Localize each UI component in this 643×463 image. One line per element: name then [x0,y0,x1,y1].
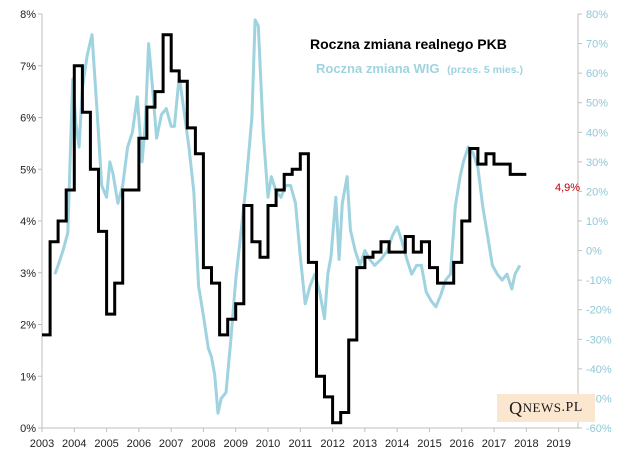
right-tick-label: -60% [586,423,612,435]
chart-subtitle: Roczna zmiana WIG (przes. 5 mies.) [316,61,523,76]
right-tick-label: -10% [586,275,612,287]
right-tick-label: 10% [586,216,608,228]
x-tick-label: 2017 [482,438,506,450]
logo-news: NEWS [522,400,562,415]
left-tick-label: 8% [20,9,36,21]
right-tick-label: 70% [586,39,608,51]
x-tick-label: 2009 [223,438,247,450]
left-tick-label: 2% [20,320,36,332]
right-tick-label: -40% [586,364,612,376]
x-tick-label: 2006 [127,438,151,450]
x-tick-label: 2003 [30,438,54,450]
x-tick-label: 2015 [417,438,441,450]
x-tick-label: 2004 [62,438,86,450]
logo-q: Q [509,397,523,418]
left-tick-label: 4% [20,216,36,228]
left-tick-label: 5% [20,164,36,176]
left-axis-ticks: 0% 1% 2% 3% 4% 5% 6% 7% 8% [20,9,42,435]
right-tick-label: 20% [586,186,608,198]
right-tick-label: 60% [586,68,608,80]
x-tick-label: 2018 [514,438,538,450]
x-axis-ticks: 2003 2004 2005 2006 2007 2008 2009 2010 2011 2012… [30,428,571,450]
x-tick-label: 2010 [256,438,280,450]
qnews-logo: Q NEWS .PL [497,394,595,422]
latest-value-annotation: 4,9% [555,182,580,194]
x-tick-label: 2008 [191,438,215,450]
x-tick-label: 2014 [385,438,409,450]
series-line-gdp [42,33,527,425]
right-tick-label: 40% [586,127,608,139]
right-axis-ticks: -60%-50%-40%-30%-20%-10%0%10%20%30%40%50… [578,9,612,435]
right-tick-label: 80% [586,9,608,21]
subtitle-note: (przes. 5 mies.) [447,64,523,76]
right-tick-label: 50% [586,98,608,110]
right-tick-label: -20% [586,305,612,317]
logo-domain: .PL [561,400,583,415]
chart-title: Roczna zmiana realnego PKB [310,36,507,52]
x-tick-label: 2013 [353,438,377,450]
x-tick-label: 2012 [320,438,344,450]
right-tick-label: -30% [586,334,612,346]
x-tick-label: 2016 [450,438,474,450]
left-tick-label: 1% [20,371,36,383]
left-tick-label: 7% [20,61,36,73]
x-tick-label: 2019 [546,438,570,450]
right-tick-label: 0% [586,246,602,258]
left-tick-label: 0% [20,423,36,435]
right-tick-label: 30% [586,157,608,169]
x-tick-label: 2007 [159,438,183,450]
x-tick-label: 2005 [94,438,118,450]
series-line-wig [53,18,522,415]
left-tick-label: 6% [20,113,36,125]
x-tick-label: 2011 [288,438,312,450]
left-tick-label: 3% [20,268,36,280]
subtitle-main: Roczna zmiana WIG [316,61,440,76]
